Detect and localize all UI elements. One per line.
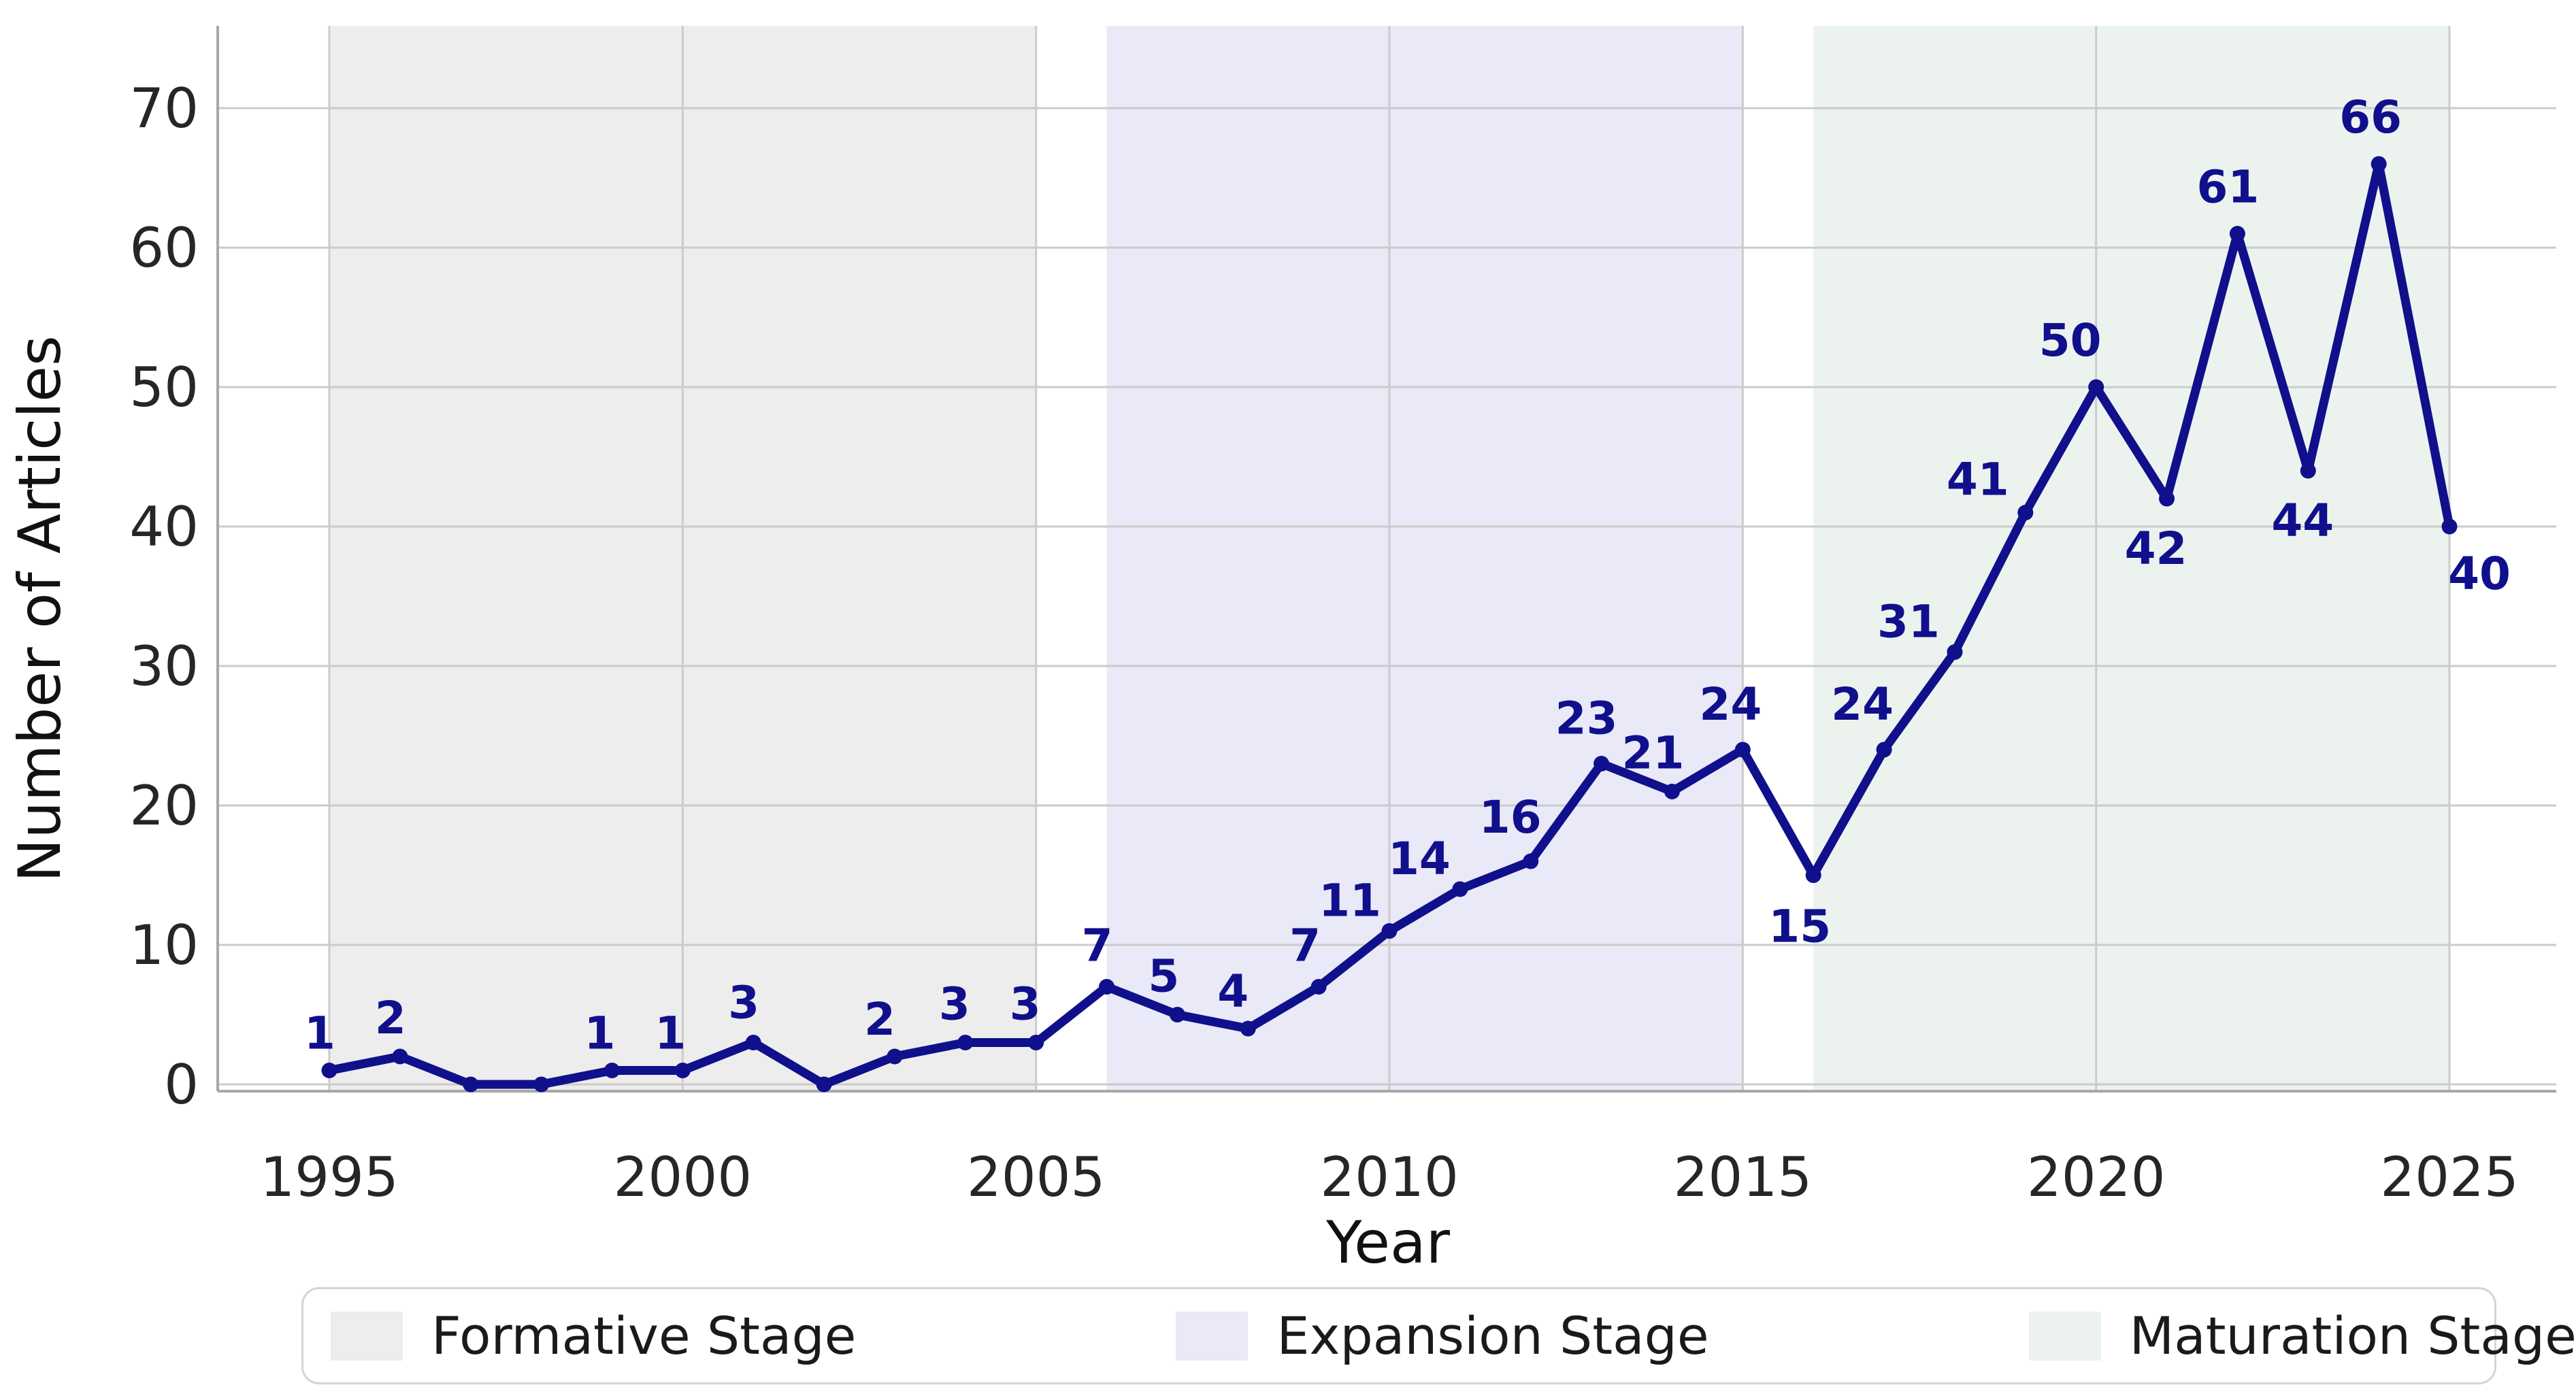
y-tick-50: 50 (129, 356, 199, 419)
data-point-1997 (463, 1076, 479, 1093)
data-point-2020 (2088, 379, 2104, 395)
data-label-2020: 50 (2039, 314, 2102, 367)
data-label-2022: 61 (2196, 161, 2259, 214)
data-point-2016 (1805, 867, 1821, 883)
data-point-2013 (1594, 756, 1610, 771)
data-label-2012: 16 (1479, 791, 1542, 844)
data-series-layer: 1 2 1 13 2 3 375 471114162321241524314150426144… (304, 91, 2511, 1093)
data-point-2007 (1169, 1007, 1185, 1022)
data-point-2022 (2229, 226, 2245, 242)
data-label-2016: 15 (1768, 901, 1831, 953)
y-tick-20: 20 (129, 774, 199, 837)
x-tick-2015: 2015 (1674, 1146, 1813, 1209)
data-label-2025: 40 (2448, 548, 2511, 600)
tick-labels-layer: 1995 2000 2005 2010 2015 2020 2025010203040506… (129, 77, 2519, 1209)
data-label-2003: 2 (864, 993, 895, 1046)
data-label-2023: 44 (2271, 495, 2334, 547)
legend-item-formative: Formative Stage (331, 1305, 856, 1366)
data-point-2001 (745, 1035, 761, 1050)
data-point-2008 (1240, 1020, 1256, 1037)
data-label-2001: 3 (728, 977, 759, 1029)
stage-band-2 (1813, 26, 2450, 1091)
data-label-1995: 1 (304, 1008, 335, 1060)
y-tick-40: 40 (129, 495, 199, 559)
data-point-2010 (1381, 923, 1398, 939)
data-point-2018 (1947, 644, 1963, 660)
data-label-2008: 4 (1217, 965, 1249, 1018)
data-point-2004 (957, 1035, 974, 1050)
data-point-2000 (674, 1063, 691, 1078)
data-label-2019: 41 (1947, 454, 2009, 506)
x-tick-2005: 2005 (967, 1146, 1106, 1209)
data-point-2006 (1099, 979, 1115, 995)
stage-band-1 (1106, 26, 1743, 1091)
axes-spines-layer (216, 26, 2556, 1093)
data-point-2014 (1664, 784, 1680, 799)
y-axis-title: Number of Articles (6, 335, 74, 882)
data-point-2009 (1310, 979, 1327, 995)
data-point-2003 (887, 1048, 903, 1065)
data-point-2019 (2017, 505, 2034, 520)
data-label-2015: 24 (1699, 678, 1762, 731)
x-tick-2000: 2000 (614, 1146, 753, 1209)
data-label-2024: 66 (2339, 91, 2402, 144)
expansion-stage-swatch-icon (1176, 1311, 1249, 1361)
data-label-2018: 31 (1877, 596, 1940, 648)
y-tick-70: 70 (129, 77, 199, 140)
data-label-2014: 21 (1622, 727, 1685, 780)
gridlines-layer (218, 26, 2556, 1091)
legend-label-formative: Formative Stage (431, 1305, 857, 1366)
y-tick-10: 10 (129, 914, 199, 977)
data-point-2025 (2441, 518, 2458, 535)
data-label-1999: 1 (584, 1008, 615, 1060)
data-label-2013: 23 (1555, 693, 1618, 745)
data-point-2021 (2159, 490, 2175, 507)
maturation-stage-swatch-icon (2028, 1311, 2101, 1361)
data-label-2021: 42 (2125, 522, 2187, 575)
legend-item-expansion: Expansion Stage (1176, 1305, 1709, 1366)
y-tick-0: 0 (164, 1053, 199, 1116)
legend-label-expansion: Expansion Stage (1276, 1305, 1709, 1366)
data-label-2007: 5 (1148, 950, 1179, 1003)
data-label-2006: 7 (1082, 920, 1113, 972)
data-label-2011: 14 (1388, 833, 1451, 885)
data-point-1999 (604, 1063, 620, 1078)
data-point-2023 (2300, 463, 2316, 479)
data-point-1998 (533, 1076, 550, 1093)
data-point-2005 (1028, 1035, 1044, 1050)
stage-legend: Formative Stage Expansion Stage Maturati… (301, 1287, 2576, 1384)
data-point-2002 (816, 1076, 832, 1093)
data-point-1996 (392, 1048, 408, 1065)
data-label-2010: 11 (1319, 875, 1381, 927)
legend-label-maturation: Maturation Stage (2129, 1305, 2576, 1366)
data-label-2009: 7 (1289, 920, 1321, 972)
x-tick-2010: 2010 (1320, 1146, 1459, 1209)
x-tick-2020: 2020 (2027, 1146, 2166, 1209)
x-axis-title: Year (1325, 1209, 1451, 1277)
y-tick-30: 30 (129, 635, 199, 698)
data-label-2000: 1 (655, 1008, 686, 1060)
formative-stage-swatch-icon (331, 1311, 403, 1361)
data-label-2004: 3 (939, 978, 970, 1031)
legend-item-maturation: Maturation Stage (2028, 1305, 2576, 1366)
data-point-2015 (1734, 742, 1751, 758)
data-point-2024 (2371, 156, 2387, 172)
x-tick-1995: 1995 (260, 1146, 399, 1209)
y-tick-60: 60 (129, 216, 199, 280)
data-point-2017 (1876, 742, 1892, 758)
data-label-1996: 2 (375, 992, 406, 1044)
data-point-1995 (321, 1063, 337, 1078)
data-point-2012 (1523, 853, 1539, 869)
data-label-2017: 24 (1831, 678, 1894, 731)
data-label-2005: 3 (1010, 978, 1041, 1031)
x-tick-2025: 2025 (2380, 1146, 2519, 1209)
data-point-2011 (1452, 881, 1468, 897)
